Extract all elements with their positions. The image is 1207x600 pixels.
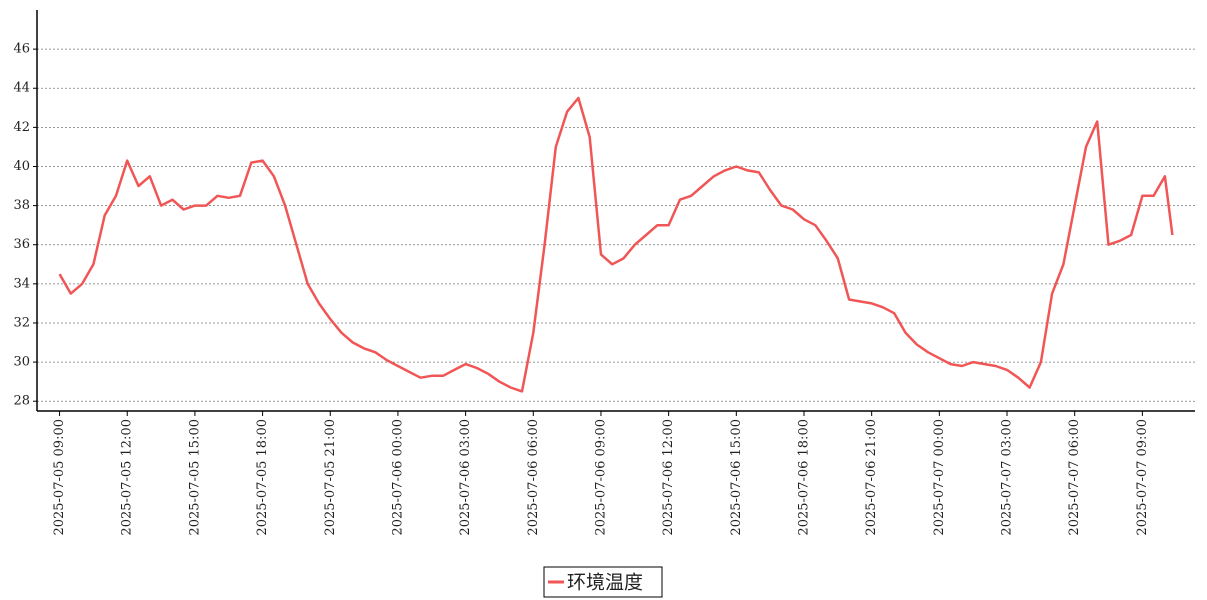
x-tick-label: 2025-07-06 15:00 [729,419,744,536]
y-tick-label: 32 [13,315,30,330]
y-tick-label: 40 [13,159,30,174]
y-tick-label: 44 [13,81,30,96]
x-tick-label: 2025-07-07 03:00 [1000,419,1015,536]
legend: 环境温度 [543,566,663,598]
x-tick-label: 2025-07-06 00:00 [390,419,405,536]
x-tick-label: 2025-07-05 15:00 [187,419,202,536]
x-tick-label: 2025-07-05 21:00 [323,419,338,536]
x-tick-label: 2025-07-07 06:00 [1067,419,1082,536]
x-tick-label: 2025-07-06 18:00 [796,419,811,536]
y-tick-label: 30 [13,355,30,370]
y-tick-label: 42 [13,120,30,135]
y-tick-label: 38 [13,198,30,213]
x-tick-label: 2025-07-05 09:00 [52,419,67,536]
x-tick-label: 2025-07-07 00:00 [932,419,947,536]
y-tick-label: 46 [13,42,30,57]
x-tick-label: 2025-07-07 09:00 [1135,419,1150,536]
x-tick-label: 2025-07-05 12:00 [120,419,135,536]
x-tick-label: 2025-07-06 21:00 [864,419,879,536]
x-tick-label: 2025-07-06 03:00 [458,419,473,536]
line [58,96,1174,393]
x-tick-label: 2025-07-05 18:00 [255,419,270,536]
x-tick-label: 2025-07-06 09:00 [593,419,608,536]
y-tick-label: 36 [13,237,30,252]
legend-label: 环境温度 [567,572,643,594]
y-tick-label: 28 [13,394,30,409]
x-tick-label: 2025-07-06 12:00 [661,419,676,536]
x-tick-label: 2025-07-06 06:00 [526,419,541,536]
y-tick-label: 34 [13,276,30,291]
